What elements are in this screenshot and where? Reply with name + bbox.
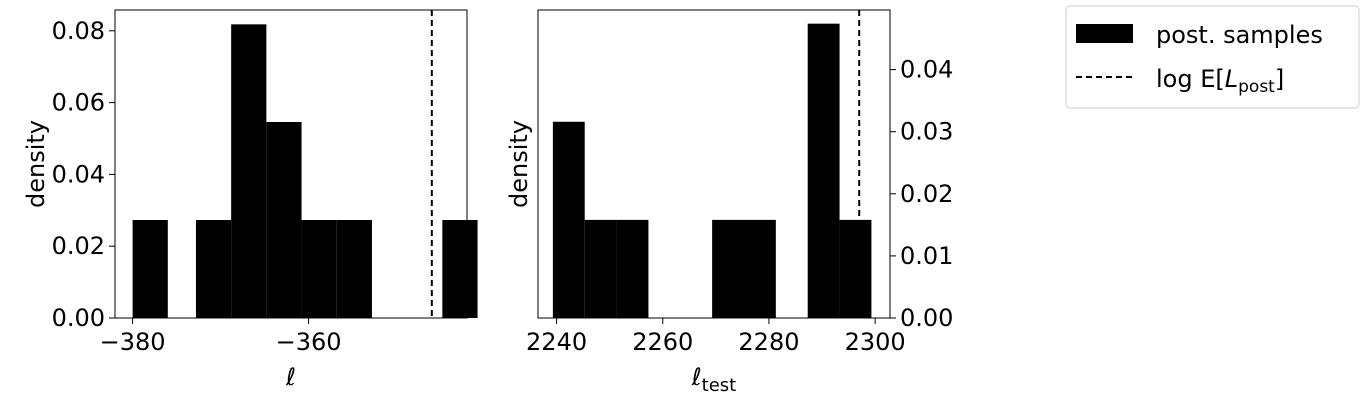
legend-label-sub: post bbox=[1238, 77, 1275, 97]
right-xticks: 2240 2260 2280 2300 bbox=[526, 318, 906, 356]
left-bar-6 bbox=[336, 220, 372, 318]
right-axes-frame bbox=[537, 9, 891, 319]
left-ytick-label-0: 0.00 bbox=[52, 304, 105, 332]
right-xtick-label-1: 2260 bbox=[632, 328, 693, 356]
right-bar-6 bbox=[743, 219, 776, 318]
right-ytick-label-0: 0.00 bbox=[900, 304, 953, 332]
legend-label-log-prefix: log E[ bbox=[1156, 65, 1225, 93]
left-bar-4 bbox=[266, 122, 302, 318]
legend-frame bbox=[1065, 5, 1360, 109]
left-bar-2 bbox=[195, 220, 232, 318]
right-xtick-label-2: 2280 bbox=[738, 328, 799, 356]
legend-label-log-expectation: log E[Lpost] bbox=[1156, 65, 1284, 97]
left-bar-0 bbox=[132, 220, 168, 318]
right-ytick-label-4: 0.04 bbox=[900, 56, 953, 84]
legend-label-symbol: L bbox=[1225, 65, 1238, 93]
left-bar-9 bbox=[442, 220, 478, 318]
left-ytick-label-1: 0.02 bbox=[52, 232, 105, 260]
right-bar-5 bbox=[712, 219, 744, 318]
left-ytick-label-4: 0.08 bbox=[52, 17, 105, 45]
right-xlabel: ℓtest bbox=[691, 363, 737, 396]
right-bar-2 bbox=[616, 219, 649, 318]
legend: post. samples log E[Lpost] bbox=[1065, 5, 1360, 109]
right-ylabel: density bbox=[505, 120, 533, 208]
histogram-panel-right: 0.00 0.01 0.02 0.03 0.04 2240 2260 2280 2300 de… bbox=[505, 9, 953, 396]
left-xtick-label-0: −380 bbox=[100, 328, 166, 356]
right-bar-0 bbox=[552, 121, 585, 318]
right-bar-1 bbox=[584, 219, 617, 318]
left-xtick-label-1: −360 bbox=[276, 328, 342, 356]
right-ytick-label-2: 0.02 bbox=[900, 180, 953, 208]
left-bar-3 bbox=[231, 24, 267, 318]
legend-patch-post-samples bbox=[1076, 24, 1133, 43]
left-yticks: 0.00 0.02 0.04 0.06 0.08 bbox=[52, 17, 115, 332]
right-xlabel-sub: test bbox=[702, 375, 737, 396]
right-bar-8 bbox=[807, 23, 840, 319]
right-ytick-label-3: 0.03 bbox=[900, 118, 953, 146]
left-xlabel: ℓ bbox=[285, 363, 296, 391]
histogram-panel-left: 0.00 0.02 0.04 0.06 0.08 −380 −360 density ℓ bbox=[22, 9, 478, 391]
legend-label-post-samples: post. samples bbox=[1156, 21, 1323, 49]
right-xtick-label-3: 2300 bbox=[845, 328, 906, 356]
left-ylabel: density bbox=[22, 120, 50, 208]
left-bar-5 bbox=[301, 220, 337, 318]
right-xlabel-main: ℓ bbox=[691, 363, 702, 391]
right-yticks: 0.00 0.01 0.02 0.03 0.04 bbox=[890, 56, 953, 332]
left-xticks: −380 −360 bbox=[100, 318, 342, 356]
right-bar-9 bbox=[839, 219, 872, 318]
right-xtick-label-0: 2240 bbox=[526, 328, 587, 356]
left-bars bbox=[132, 24, 478, 318]
left-ytick-label-2: 0.04 bbox=[52, 160, 105, 188]
right-ytick-label-1: 0.01 bbox=[900, 242, 953, 270]
left-ytick-label-3: 0.06 bbox=[52, 89, 105, 117]
right-bars bbox=[552, 23, 872, 319]
legend-label-suffix: ] bbox=[1275, 65, 1284, 93]
left-axes-frame bbox=[114, 9, 468, 319]
